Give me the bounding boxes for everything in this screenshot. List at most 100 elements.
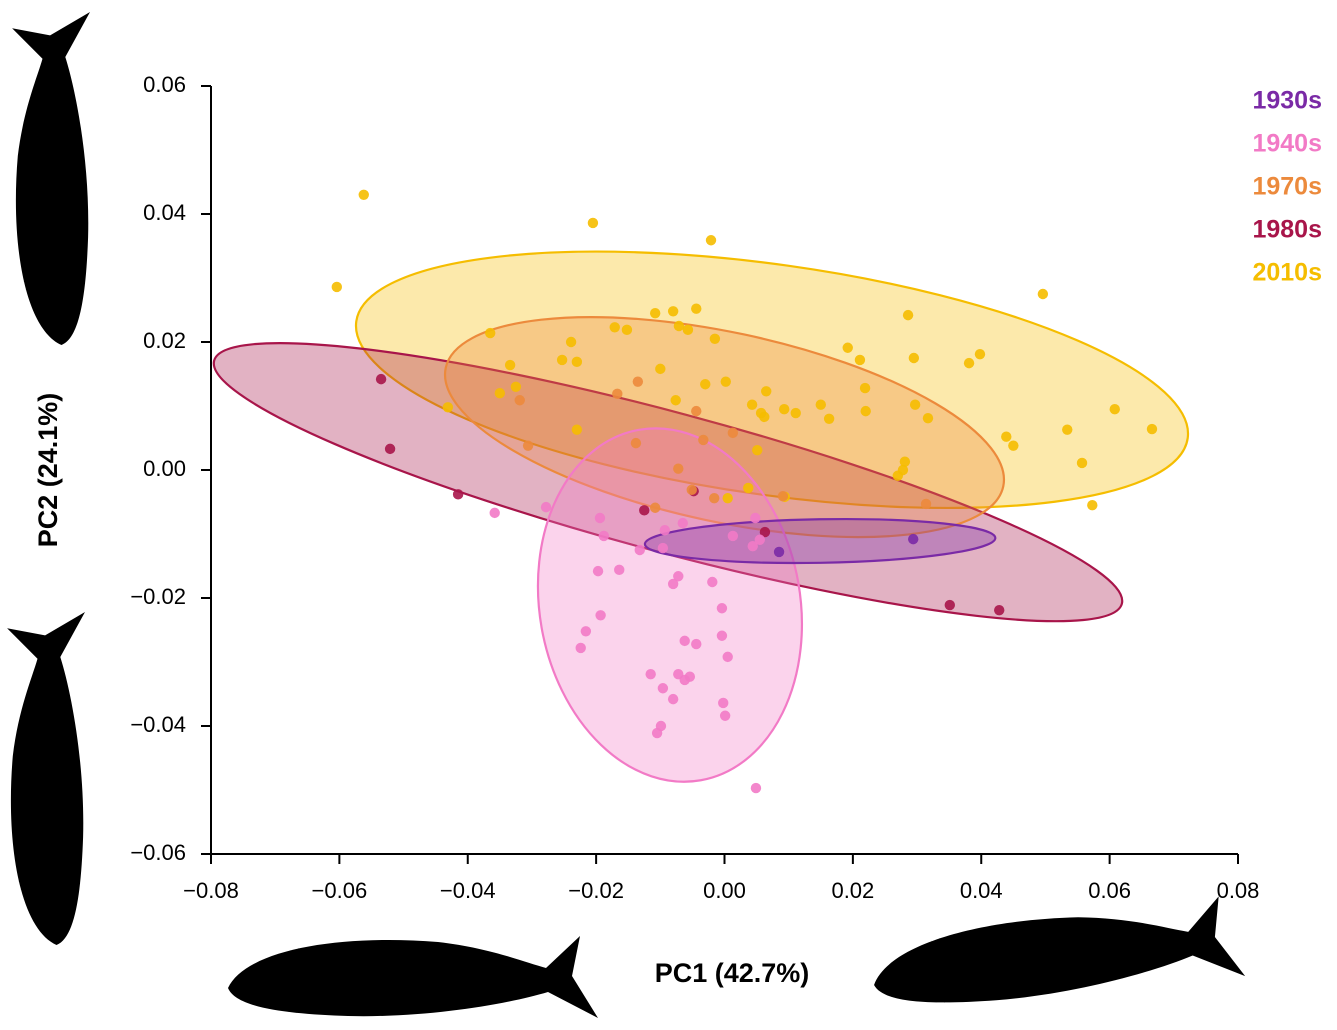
data-point bbox=[657, 542, 669, 554]
data-point bbox=[1008, 440, 1019, 451]
data-point bbox=[750, 512, 761, 524]
data-point bbox=[594, 512, 606, 524]
data-point bbox=[777, 491, 789, 502]
data-point bbox=[718, 697, 729, 709]
x-tick-label: 0.06 bbox=[1088, 878, 1131, 903]
data-point bbox=[522, 440, 534, 451]
data-point bbox=[727, 530, 739, 542]
data-point bbox=[649, 502, 661, 513]
data-point bbox=[716, 630, 728, 641]
data-point bbox=[908, 352, 920, 364]
data-point bbox=[667, 306, 679, 317]
x-tick-label: 0.00 bbox=[703, 878, 746, 903]
data-point bbox=[707, 576, 718, 588]
data-point bbox=[716, 603, 728, 614]
data-point bbox=[747, 540, 758, 552]
y-tick-label: 0.06 bbox=[143, 72, 186, 97]
data-point bbox=[571, 424, 583, 435]
data-point bbox=[632, 376, 644, 387]
x-axis-title: PC1 (42.7%) bbox=[655, 958, 810, 988]
data-point bbox=[1001, 431, 1012, 442]
data-point bbox=[510, 381, 522, 392]
data-point bbox=[677, 517, 688, 529]
x-tick-label: −0.08 bbox=[183, 878, 239, 903]
confidence-ellipse bbox=[354, 250, 1190, 510]
data-point bbox=[908, 533, 919, 545]
data-point bbox=[743, 482, 754, 494]
data-point bbox=[655, 363, 666, 375]
x-tick-label: −0.04 bbox=[440, 878, 496, 903]
data-point bbox=[565, 336, 577, 348]
data-point bbox=[720, 376, 731, 387]
y-tick-label: 0.02 bbox=[143, 328, 186, 353]
data-point bbox=[686, 484, 697, 496]
data-point bbox=[773, 546, 785, 558]
confidence-ellipse bbox=[643, 517, 997, 565]
data-point bbox=[489, 507, 500, 519]
data-point bbox=[614, 564, 625, 576]
data-point bbox=[815, 399, 826, 410]
data-point bbox=[612, 388, 623, 400]
data-point bbox=[504, 359, 516, 371]
data-point bbox=[1037, 288, 1049, 300]
data-point bbox=[375, 373, 387, 385]
plot-area: −0.08 −0.06 −0.04 −0.02 0.00 0.02 0.04 0.06 0.08… bbox=[33, 72, 1322, 988]
legend-label: 1980s bbox=[1252, 216, 1322, 244]
data-point bbox=[709, 492, 720, 504]
data-point bbox=[761, 386, 772, 397]
x-tick-label: −0.02 bbox=[568, 878, 624, 903]
legend-label: 1930s bbox=[1252, 87, 1322, 115]
data-point bbox=[667, 693, 679, 705]
data-point bbox=[860, 405, 871, 417]
legend-label: 2010s bbox=[1252, 259, 1322, 287]
data-point bbox=[1087, 500, 1098, 511]
data-point bbox=[698, 434, 709, 446]
data-point bbox=[452, 489, 464, 500]
data-point bbox=[667, 578, 679, 590]
data-point bbox=[651, 727, 663, 739]
data-point bbox=[994, 604, 1005, 616]
data-point bbox=[1062, 424, 1073, 435]
data-point bbox=[1076, 457, 1088, 469]
data-point bbox=[659, 524, 671, 536]
data-point bbox=[700, 379, 711, 390]
data-point bbox=[892, 470, 904, 481]
data-point bbox=[709, 333, 721, 344]
data-point bbox=[630, 437, 642, 449]
data-point bbox=[759, 411, 770, 423]
data-point bbox=[974, 348, 986, 360]
data-point bbox=[595, 610, 606, 621]
legend-label: 1940s bbox=[1252, 130, 1322, 158]
data-point bbox=[920, 498, 932, 510]
data-point bbox=[754, 534, 766, 545]
data-point bbox=[752, 444, 763, 456]
data-point bbox=[358, 189, 369, 200]
data-point bbox=[727, 427, 739, 439]
data-point bbox=[575, 642, 586, 654]
data-point bbox=[621, 324, 633, 336]
data-point bbox=[1109, 404, 1120, 415]
data-point bbox=[514, 395, 525, 406]
data-point bbox=[746, 399, 758, 410]
y-tick-label: −0.06 bbox=[130, 840, 186, 865]
data-point bbox=[634, 544, 645, 556]
data-point bbox=[691, 303, 702, 314]
data-point bbox=[673, 571, 684, 582]
data-point bbox=[494, 388, 506, 399]
data-point bbox=[759, 526, 771, 538]
data-point bbox=[854, 354, 866, 366]
data-point bbox=[750, 782, 762, 794]
data-point bbox=[722, 492, 733, 504]
data-point bbox=[691, 638, 702, 650]
data-point bbox=[571, 356, 583, 368]
data-point bbox=[842, 342, 853, 353]
data-point bbox=[778, 404, 790, 415]
y-axis-title: PC2 (24.1%) bbox=[33, 393, 63, 548]
data-point bbox=[609, 322, 620, 333]
data-point bbox=[556, 354, 568, 366]
data-point bbox=[1146, 423, 1158, 435]
y-tick-label: 0.04 bbox=[143, 200, 186, 225]
data-point bbox=[442, 402, 454, 413]
data-point bbox=[645, 668, 656, 680]
